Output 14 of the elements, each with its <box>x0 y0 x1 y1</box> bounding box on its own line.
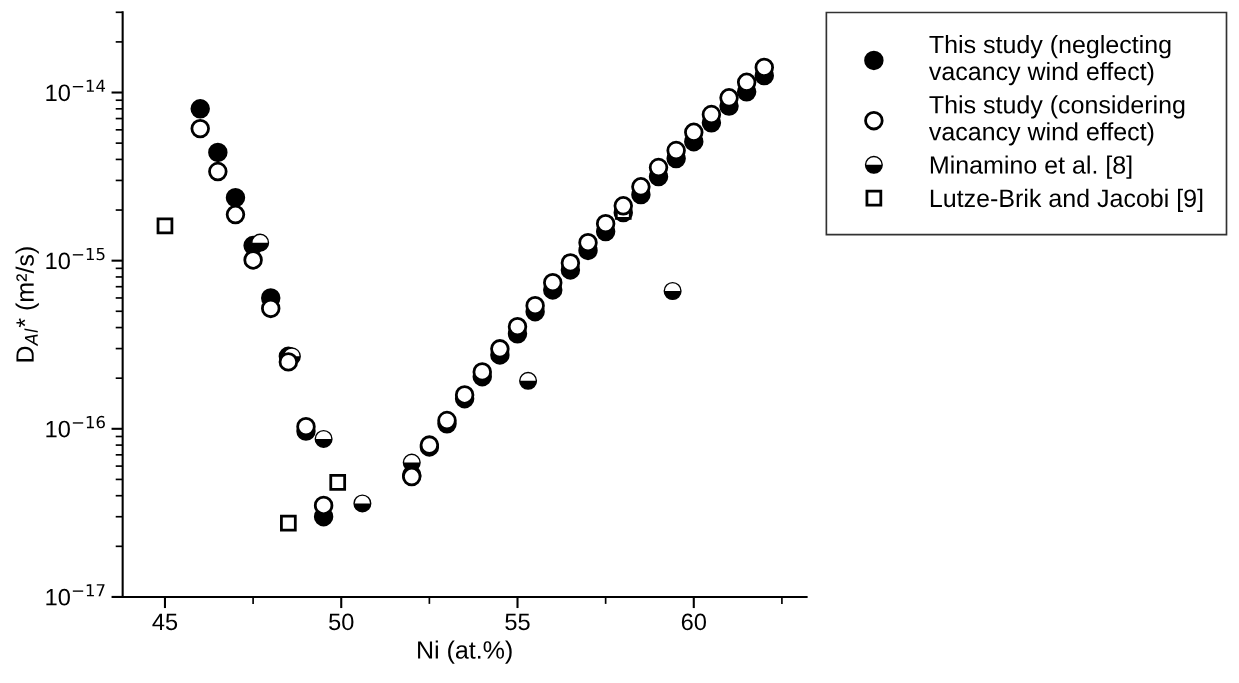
legend-label: Lutze-Brik and Jacobi [9] <box>930 188 1203 213</box>
x-axis-title: Ni (at.%) <box>418 640 512 664</box>
y-tick-label: 10$^{−16}$ <box>46 415 105 438</box>
y-tick-label: 10$^{−17}$ <box>46 584 105 606</box>
y-tick-label: 10$^{−14}$ <box>46 79 106 102</box>
legend-label: Minamino et al. [8] <box>930 155 1132 179</box>
legend-label: This study (neglecting vacancy wind effect) <box>928 35 1171 86</box>
x-tick-label: 55 <box>505 613 530 631</box>
x-tick-label: 60 <box>681 613 706 631</box>
x-tick-label: 45 <box>152 613 178 631</box>
y-axis-title: D$_{Al}$* (m²/s) <box>15 247 39 362</box>
legend-label: This study (considering vacancy wind effect) <box>928 95 1185 146</box>
x-tick-label: 50 <box>329 613 354 631</box>
y-tick-label: 10$^{−15}$ <box>46 247 105 270</box>
